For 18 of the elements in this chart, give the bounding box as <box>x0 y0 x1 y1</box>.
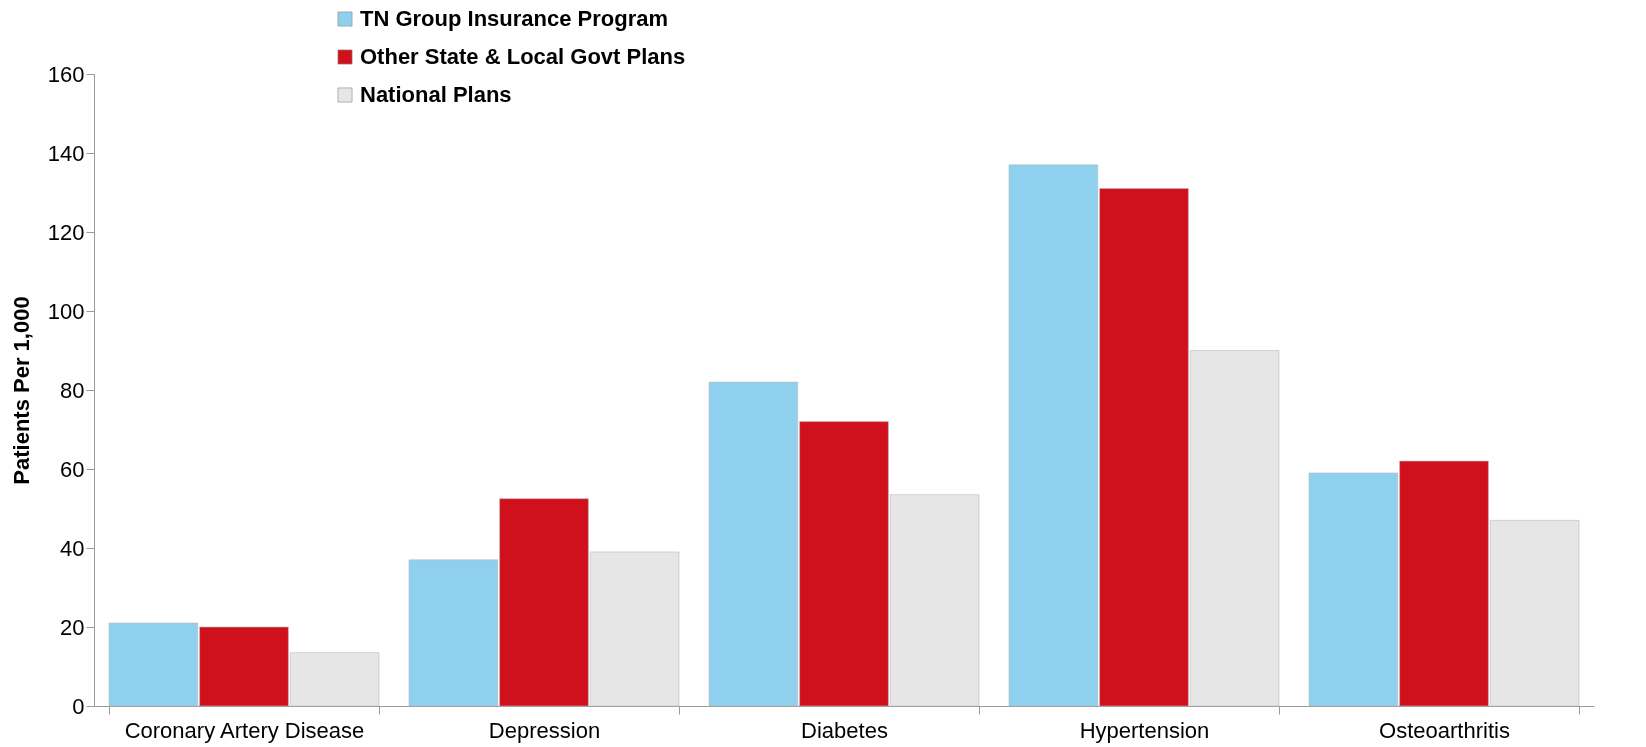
y-tick-label: 20 <box>60 614 85 640</box>
y-tick-label: 40 <box>60 535 85 561</box>
y-tick-label: 100 <box>47 298 85 324</box>
y-tick-label: 0 <box>72 693 85 719</box>
x-tick-label: Hypertension <box>1079 717 1210 743</box>
legend-label: TN Group Insurance Program <box>360 6 669 31</box>
y-tick-label: 160 <box>47 61 85 87</box>
x-tick-label: Diabetes <box>801 717 888 743</box>
x-tick-label: Depression <box>488 717 601 743</box>
y-tick-label: 60 <box>60 456 85 482</box>
y-tick-label: 140 <box>47 140 85 166</box>
legend-label: Other State & Local Govt Plans <box>360 44 686 69</box>
y-axis-title: Patients Per 1,000 <box>8 296 34 485</box>
y-tick-label: 120 <box>47 219 85 245</box>
y-tick-label: 80 <box>60 377 85 403</box>
legend-label: National Plans <box>360 82 512 107</box>
x-tick-label: Coronary Artery Disease <box>124 717 365 743</box>
x-tick-label: Osteoarthritis <box>1379 717 1510 743</box>
